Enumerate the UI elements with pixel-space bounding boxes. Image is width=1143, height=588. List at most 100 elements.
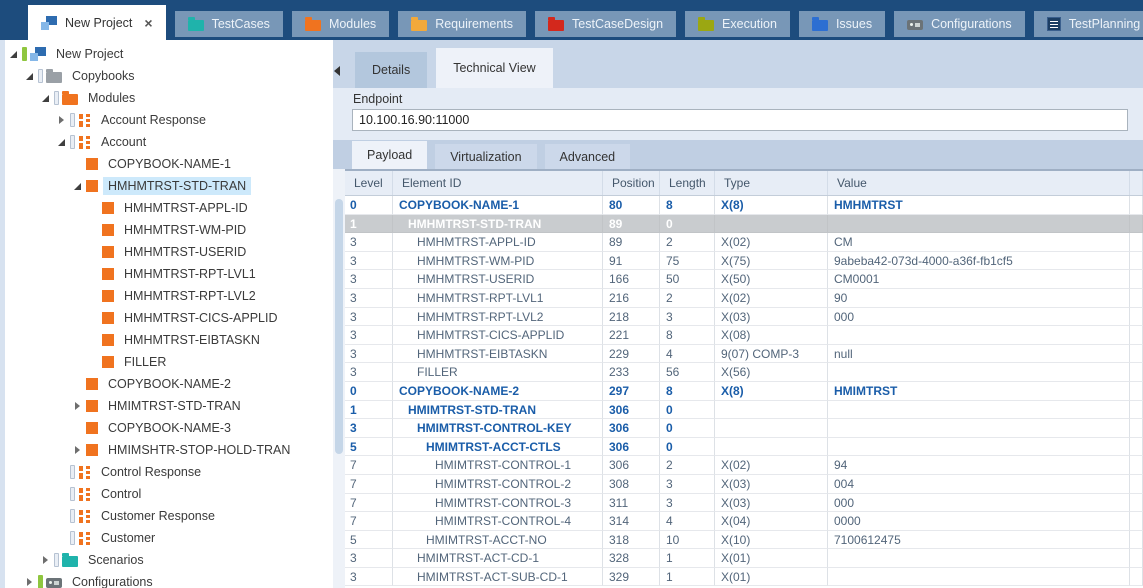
tree-item-customer[interactable]: Customer — [5, 527, 333, 549]
column-header-length[interactable]: Length — [660, 171, 715, 195]
column-header-position[interactable]: Position — [603, 171, 660, 195]
tree-item-copybook-name-3[interactable]: COPYBOOK-NAME-3 — [5, 417, 333, 439]
tree-item-hmhmtrst-rpt-lvl2[interactable]: HMHMTRST-RPT-LVL2 — [5, 285, 333, 307]
cell-length: 2 — [660, 456, 715, 475]
tab-requirements[interactable]: Requirements — [398, 11, 526, 37]
expanded-arrow-icon[interactable] — [57, 137, 68, 148]
scrollbar-thumb[interactable] — [335, 199, 343, 454]
cell-value — [828, 326, 1130, 345]
tab-new-project[interactable]: New Project× — [28, 5, 166, 40]
tree-item-copybook-name-2[interactable]: COPYBOOK-NAME-2 — [5, 373, 333, 395]
tree-item-copybook-name-1[interactable]: COPYBOOK-NAME-1 — [5, 153, 333, 175]
tree-item-hmhmtrst-wm-pid[interactable]: HMHMTRST-WM-PID — [5, 219, 333, 241]
tree-item-hmimshtr-stop-hold-tran[interactable]: HMIMSHTR-STOP-HOLD-TRAN — [5, 439, 333, 461]
table-row[interactable]: 3HMHMTRST-RPT-LVL12162X(02)90 — [345, 289, 1143, 308]
cell-value: 9abeba42-073d-4000-a36f-fb1cf5 — [828, 252, 1130, 271]
tab-payload[interactable]: Payload — [352, 141, 427, 169]
tree-item-control[interactable]: Control — [5, 483, 333, 505]
tab-virtualization[interactable]: Virtualization — [435, 144, 536, 169]
table-row[interactable]: 3HMHMTRST-WM-PID9175X(75)9abeba42-073d-4… — [345, 252, 1143, 271]
expanded-arrow-icon[interactable] — [41, 93, 52, 104]
collapsed-arrow-icon[interactable] — [73, 401, 84, 412]
payload-tab-strip: Payload Virtualization Advanced — [333, 140, 1143, 169]
tree-item-modules[interactable]: Modules — [5, 87, 333, 109]
arrow-spacer — [73, 423, 84, 434]
table-row[interactable]: 5HMIMTRST-ACCT-CTLS3060 — [345, 438, 1143, 457]
tree-item-scenarios[interactable]: Scenarios — [5, 549, 333, 571]
tab-advanced[interactable]: Advanced — [545, 144, 631, 169]
table-row[interactable]: 3HMHMTRST-APPL-ID892X(02)CM — [345, 233, 1143, 252]
tree-item-label: HMIMTRST-STD-TRAN — [103, 397, 246, 415]
cell-position: 89 — [603, 215, 660, 234]
endpoint-input[interactable] — [352, 109, 1128, 131]
collapsed-arrow-icon[interactable] — [57, 115, 68, 126]
table-row[interactable]: 1HMIMTRST-STD-TRAN3060 — [345, 401, 1143, 420]
table-row[interactable]: 5HMIMTRST-ACCT-NO31810X(10)7100612475 — [345, 531, 1143, 550]
cell-length: 8 — [660, 382, 715, 401]
tab-details[interactable]: Details — [355, 52, 427, 88]
tree-item-account[interactable]: Account — [5, 131, 333, 153]
table-row[interactable]: 3FILLER23356X(56) — [345, 363, 1143, 382]
close-icon[interactable]: × — [144, 16, 152, 30]
table-row[interactable]: 3HMHMTRST-USERID16650X(50)CM0001 — [345, 270, 1143, 289]
tree-item-configurations[interactable]: Configurations — [5, 571, 333, 588]
tree-item-copybooks[interactable]: Copybooks — [5, 65, 333, 87]
tree-item-hmhmtrst-eibtaskn[interactable]: HMHMTRST-EIBTASKN — [5, 329, 333, 351]
tree-item-hmhmtrst-rpt-lvl1[interactable]: HMHMTRST-RPT-LVL1 — [5, 263, 333, 285]
tab-testcasedesign[interactable]: TestCaseDesign — [535, 11, 676, 37]
tree-item-hmhmtrst-cics-applid[interactable]: HMHMTRST-CICS-APPLID — [5, 307, 333, 329]
expanded-arrow-icon[interactable] — [9, 49, 20, 60]
expanded-arrow-icon[interactable] — [25, 71, 36, 82]
cell-extra — [1130, 438, 1143, 457]
tree-item-customer-response[interactable]: Customer Response — [5, 505, 333, 527]
cell-value — [828, 419, 1130, 438]
tab-execution[interactable]: Execution — [685, 11, 790, 37]
vertical-scrollbar[interactable] — [333, 169, 345, 588]
endpoint-section: Endpoint — [333, 88, 1143, 140]
table-row[interactable]: 7HMIMTRST-CONTROL-13062X(02)94 — [345, 456, 1143, 475]
column-header-type[interactable]: Type — [715, 171, 828, 195]
table-row[interactable]: 0COPYBOOK-NAME-1808X(8)HMHMTRST — [345, 196, 1143, 215]
table-row[interactable]: 3HMIMTRST-CONTROL-KEY3060 — [345, 419, 1143, 438]
table-row[interactable]: 7HMIMTRST-CONTROL-43144X(04)0000 — [345, 512, 1143, 531]
copybook-field-icon — [102, 202, 114, 214]
tab-modules[interactable]: Modules — [292, 11, 389, 37]
collapsed-arrow-icon[interactable] — [41, 555, 52, 566]
table-row[interactable]: 1HMHMTRST-STD-TRAN890 — [345, 215, 1143, 234]
tree-item-new-project[interactable]: New Project — [5, 43, 333, 65]
tree-item-control-response[interactable]: Control Response — [5, 461, 333, 483]
tree-item-account-response[interactable]: Account Response — [5, 109, 333, 131]
collapsed-arrow-icon[interactable] — [73, 445, 84, 456]
tab-issues[interactable]: Issues — [799, 11, 885, 37]
folder-icon — [188, 20, 204, 31]
table-row[interactable]: 3HMHMTRST-RPT-LVL22183X(03)000 — [345, 308, 1143, 327]
expanded-arrow-icon[interactable] — [73, 181, 84, 192]
tree-item-hmhmtrst-userid[interactable]: HMHMTRST-USERID — [5, 241, 333, 263]
column-header-level[interactable]: Level — [345, 171, 393, 195]
tree-item-hmhmtrst-std-tran[interactable]: HMHMTRST-STD-TRAN — [5, 175, 333, 197]
cell-level: 3 — [345, 289, 393, 308]
tab-technical-view[interactable]: Technical View — [436, 48, 552, 88]
cell-element-id: HMHMTRST-USERID — [393, 270, 603, 289]
table-row[interactable]: 3HMHMTRST-CICS-APPLID2218X(08) — [345, 326, 1143, 345]
tab-configurations[interactable]: Configurations — [894, 11, 1025, 37]
table-row[interactable]: 0COPYBOOK-NAME-22978X(8)HMIMTRST — [345, 382, 1143, 401]
gray-bar-icon — [70, 135, 75, 149]
table-row[interactable]: 3HMIMTRST-ACT-CD-13281X(01) — [345, 549, 1143, 568]
table-row[interactable]: 7HMIMTRST-CONTROL-33113X(03)000 — [345, 494, 1143, 513]
tab-testcases[interactable]: TestCases — [175, 11, 283, 37]
panel-collapse-handle[interactable] — [334, 66, 340, 76]
table-row[interactable]: 7HMIMTRST-CONTROL-23083X(03)004 — [345, 475, 1143, 494]
table-row[interactable]: 3HMIMTRST-ACT-SUB-CD-13291X(01) — [345, 568, 1143, 587]
copybook-field-icon — [86, 422, 98, 434]
tree-item-filler[interactable]: FILLER — [5, 351, 333, 373]
cell-element-id: HMIMTRST-ACCT-CTLS — [393, 438, 603, 457]
collapsed-arrow-icon[interactable] — [25, 577, 36, 588]
tab-testplanning[interactable]: TestPlanning — [1034, 11, 1143, 37]
tree-item-hmhmtrst-appl-id[interactable]: HMHMTRST-APPL-ID — [5, 197, 333, 219]
tree-item-hmimtrst-std-tran[interactable]: HMIMTRST-STD-TRAN — [5, 395, 333, 417]
column-header-element-id[interactable]: Element ID — [393, 171, 603, 195]
table-row[interactable]: 3HMHMTRST-EIBTASKN22949(07) COMP-3null — [345, 345, 1143, 364]
tree-item-label: Customer — [96, 529, 160, 547]
column-header-value[interactable]: Value — [828, 171, 1130, 195]
